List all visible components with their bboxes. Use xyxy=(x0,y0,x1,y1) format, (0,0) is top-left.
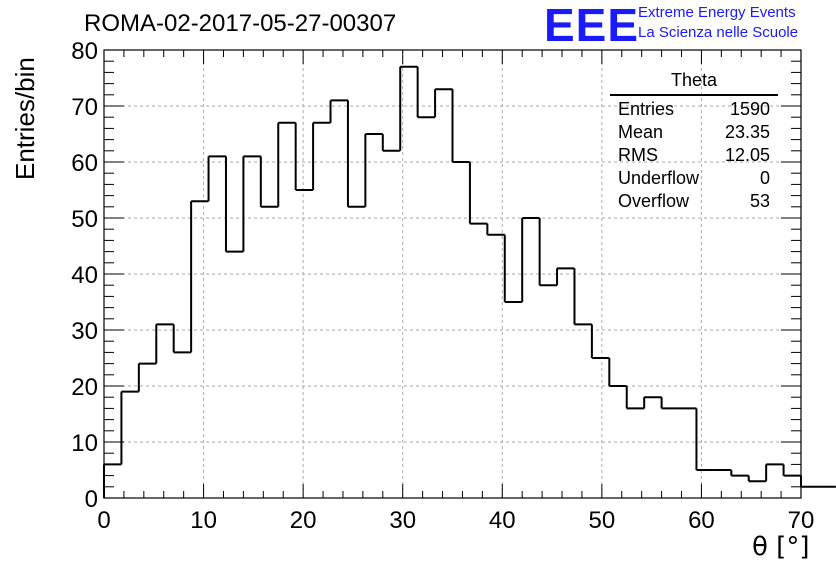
x-tick-label: 50 xyxy=(589,507,616,534)
logo-subtitle-1: Extreme Energy Events xyxy=(638,4,796,21)
stats-label: Overflow xyxy=(618,191,690,211)
stats-title: Theta xyxy=(670,70,718,90)
axes xyxy=(103,49,802,499)
y-tick-label: 60 xyxy=(71,150,98,177)
stats-value: 23.35 xyxy=(724,122,770,142)
stats-value: 12.05 xyxy=(724,145,770,165)
x-tick-label: 70 xyxy=(788,507,815,534)
stats-divider xyxy=(610,94,778,96)
y-axis-label: Entries/bin xyxy=(10,57,40,180)
x-axis-label: θ [°] xyxy=(752,532,810,562)
y-tick-label: 40 xyxy=(71,262,98,289)
stats-label: Underflow xyxy=(618,168,700,188)
y-tick-label: 30 xyxy=(71,318,98,345)
stats-row-rms: RMS 12.05 xyxy=(610,144,778,167)
stats-label: Mean xyxy=(618,122,664,142)
y-tick-label: 80 xyxy=(71,38,98,65)
eee-logo: EEE xyxy=(544,0,640,51)
x-tick-label: 0 xyxy=(97,507,110,534)
y-tick-label: 50 xyxy=(71,206,98,233)
tick-labels: 0 10 20 30 40 50 60 70 0 10 20 30 40 50 60 70 80 xyxy=(71,38,814,534)
stats-value: 0 xyxy=(759,168,770,188)
y-tick-label: 0 xyxy=(85,486,98,513)
stats-row-underflow: Underflow 0 xyxy=(610,167,778,190)
x-tick-label: 10 xyxy=(190,507,217,534)
x-tick-label: 60 xyxy=(688,507,715,534)
stats-row-entries: Entries 1590 xyxy=(610,98,778,121)
stats-value: 1590 xyxy=(729,99,770,119)
y-tick-label: 70 xyxy=(71,94,98,121)
stats-label: RMS xyxy=(618,145,658,165)
stats-value: 53 xyxy=(749,191,770,211)
chart-title: ROMA-02-2017-05-27-00307 xyxy=(84,10,397,37)
x-tick-label: 20 xyxy=(290,507,317,534)
y-tick-label: 10 xyxy=(71,430,98,457)
x-tick-label: 40 xyxy=(489,507,516,534)
stats-label: Entries xyxy=(618,99,675,119)
logo-subtitle-2: La Scienza nelle Scuole xyxy=(638,24,799,41)
x-tick-label: 30 xyxy=(389,507,416,534)
stats-row-overflow: Overflow 53 xyxy=(610,190,778,213)
y-tick-label: 20 xyxy=(71,374,98,401)
stats-box: Theta Entries 1590 Mean 23.35 RMS 12.05 … xyxy=(610,70,778,213)
stats-row-mean: Mean 23.35 xyxy=(610,121,778,144)
